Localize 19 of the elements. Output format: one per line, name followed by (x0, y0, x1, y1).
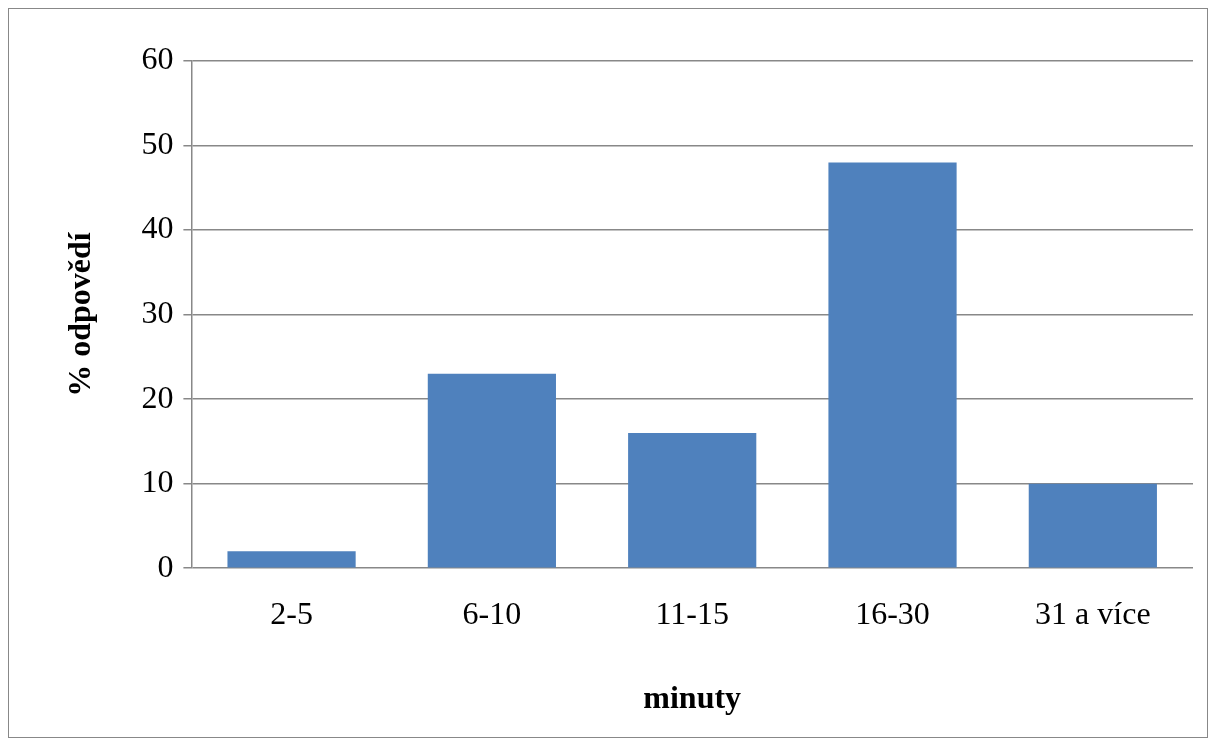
y-tick-label: 60 (141, 40, 174, 77)
bar (427, 373, 556, 568)
y-tick-label: 50 (141, 124, 174, 161)
x-tick-label: 31 a více (1035, 594, 1151, 631)
y-tick-label: 0 (157, 547, 174, 584)
x-axis-title: minuty (643, 679, 742, 716)
y-tick-label: 20 (141, 378, 174, 415)
y-tick-label: 10 (141, 463, 174, 500)
x-tick-label: 6-10 (462, 594, 522, 631)
y-tick-label: 40 (141, 209, 174, 246)
bar (1028, 483, 1157, 568)
bar (628, 432, 757, 568)
y-tick-label: 30 (141, 294, 174, 331)
x-tick-label: 2-5 (270, 594, 313, 631)
y-axis-title: % odpovědí (61, 231, 98, 397)
bar (828, 162, 957, 568)
x-tick-label: 16-30 (855, 594, 930, 631)
x-tick-label: 11-15 (655, 594, 729, 631)
bar (227, 551, 356, 568)
